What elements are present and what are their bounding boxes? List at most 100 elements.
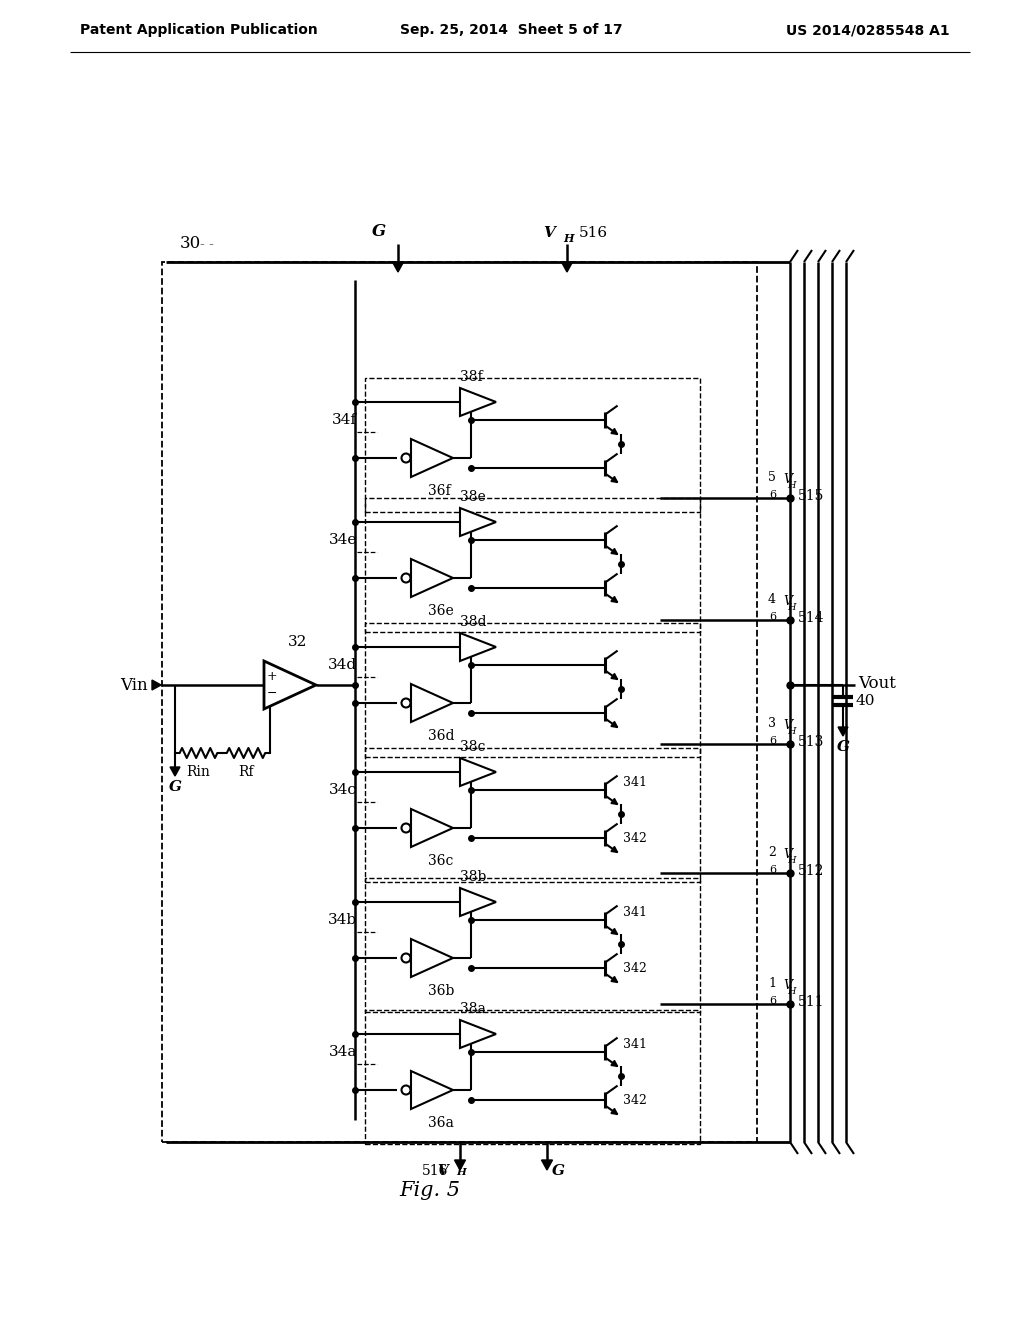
Text: Rf: Rf (239, 766, 254, 779)
Text: V: V (783, 595, 792, 609)
Text: Vout: Vout (858, 675, 896, 692)
Text: 6: 6 (769, 490, 776, 500)
Text: 342: 342 (623, 832, 647, 845)
Text: 341: 341 (623, 776, 647, 788)
Polygon shape (838, 727, 848, 737)
Text: 34c: 34c (329, 783, 357, 797)
Text: 341: 341 (623, 1038, 647, 1051)
Text: H: H (563, 234, 573, 244)
Text: 30: 30 (180, 235, 202, 252)
Text: +: + (266, 671, 278, 684)
Circle shape (401, 454, 411, 462)
Polygon shape (561, 261, 572, 272)
Polygon shape (460, 508, 496, 536)
Circle shape (401, 1085, 411, 1094)
Text: 515: 515 (798, 488, 824, 503)
Text: 1: 1 (768, 977, 776, 990)
Bar (365, 748, 700, 882)
Text: Vin: Vin (121, 676, 148, 693)
Polygon shape (611, 597, 617, 602)
Text: 36f: 36f (428, 484, 451, 498)
Polygon shape (460, 758, 496, 785)
Text: 36c: 36c (428, 854, 454, 869)
Polygon shape (460, 1020, 496, 1048)
Text: 34b: 34b (328, 913, 357, 927)
Polygon shape (411, 558, 453, 597)
Text: 40: 40 (855, 694, 874, 708)
Text: 516: 516 (422, 1164, 449, 1177)
Bar (162, 261, 757, 1142)
Text: 6: 6 (769, 612, 776, 622)
Polygon shape (611, 1060, 617, 1067)
Polygon shape (611, 928, 617, 935)
Text: Patent Application Publication: Patent Application Publication (80, 22, 317, 37)
Text: H: H (787, 987, 796, 997)
Polygon shape (611, 799, 617, 804)
Text: - -: - - (200, 238, 214, 252)
Text: V: V (783, 473, 792, 486)
Text: 36e: 36e (428, 605, 454, 618)
Polygon shape (170, 767, 180, 776)
Text: 6: 6 (769, 865, 776, 875)
Circle shape (401, 698, 411, 708)
Polygon shape (542, 1160, 553, 1170)
Text: 342: 342 (623, 961, 647, 974)
Polygon shape (264, 661, 316, 709)
Bar (365, 498, 700, 632)
Bar (365, 1010, 700, 1144)
Text: 512: 512 (798, 865, 824, 878)
Polygon shape (460, 888, 496, 916)
Text: G: G (552, 1164, 565, 1177)
Polygon shape (611, 722, 617, 727)
Text: V: V (783, 847, 792, 861)
Text: 514: 514 (798, 611, 824, 624)
Text: V: V (783, 979, 792, 993)
Text: 2: 2 (768, 846, 776, 859)
Polygon shape (411, 809, 453, 847)
Text: 36b: 36b (428, 983, 455, 998)
Polygon shape (455, 1160, 466, 1170)
Text: 4: 4 (768, 593, 776, 606)
Polygon shape (611, 549, 617, 554)
Text: 36a: 36a (428, 1115, 454, 1130)
Polygon shape (411, 1071, 453, 1109)
Polygon shape (611, 477, 617, 482)
Text: 511: 511 (798, 995, 824, 1008)
Text: 36d: 36d (428, 729, 455, 743)
Text: H: H (787, 603, 796, 612)
Text: 342: 342 (623, 1093, 647, 1106)
Text: 38a: 38a (460, 1002, 485, 1016)
Text: G: G (837, 741, 850, 754)
Text: G: G (372, 223, 386, 240)
Polygon shape (411, 440, 453, 477)
Bar (365, 878, 700, 1012)
Text: Sep. 25, 2014  Sheet 5 of 17: Sep. 25, 2014 Sheet 5 of 17 (400, 22, 623, 37)
Circle shape (401, 953, 411, 962)
Text: 513: 513 (798, 735, 824, 748)
Polygon shape (611, 1109, 617, 1114)
Polygon shape (411, 684, 453, 722)
Polygon shape (152, 680, 161, 690)
Text: 34a: 34a (329, 1045, 357, 1059)
Text: H: H (456, 1168, 466, 1177)
Text: 38e: 38e (460, 490, 485, 504)
Text: 6: 6 (769, 737, 776, 746)
Text: 38f: 38f (460, 370, 482, 384)
Text: Fig. 5: Fig. 5 (399, 1180, 461, 1200)
Text: 34d: 34d (328, 657, 357, 672)
Text: H: H (787, 727, 796, 737)
Text: V: V (783, 719, 792, 733)
Text: 32: 32 (289, 635, 307, 649)
Text: H: H (787, 855, 796, 865)
Text: 38d: 38d (460, 615, 486, 630)
Polygon shape (611, 429, 617, 434)
Text: US 2014/0285548 A1: US 2014/0285548 A1 (786, 22, 950, 37)
Text: 5: 5 (768, 471, 776, 484)
Text: V: V (543, 226, 555, 240)
Text: 34f: 34f (332, 413, 357, 426)
Text: H: H (787, 480, 796, 490)
Text: 516: 516 (579, 226, 608, 240)
Text: V: V (437, 1164, 449, 1177)
Polygon shape (460, 388, 496, 416)
Text: 34e: 34e (329, 533, 357, 546)
